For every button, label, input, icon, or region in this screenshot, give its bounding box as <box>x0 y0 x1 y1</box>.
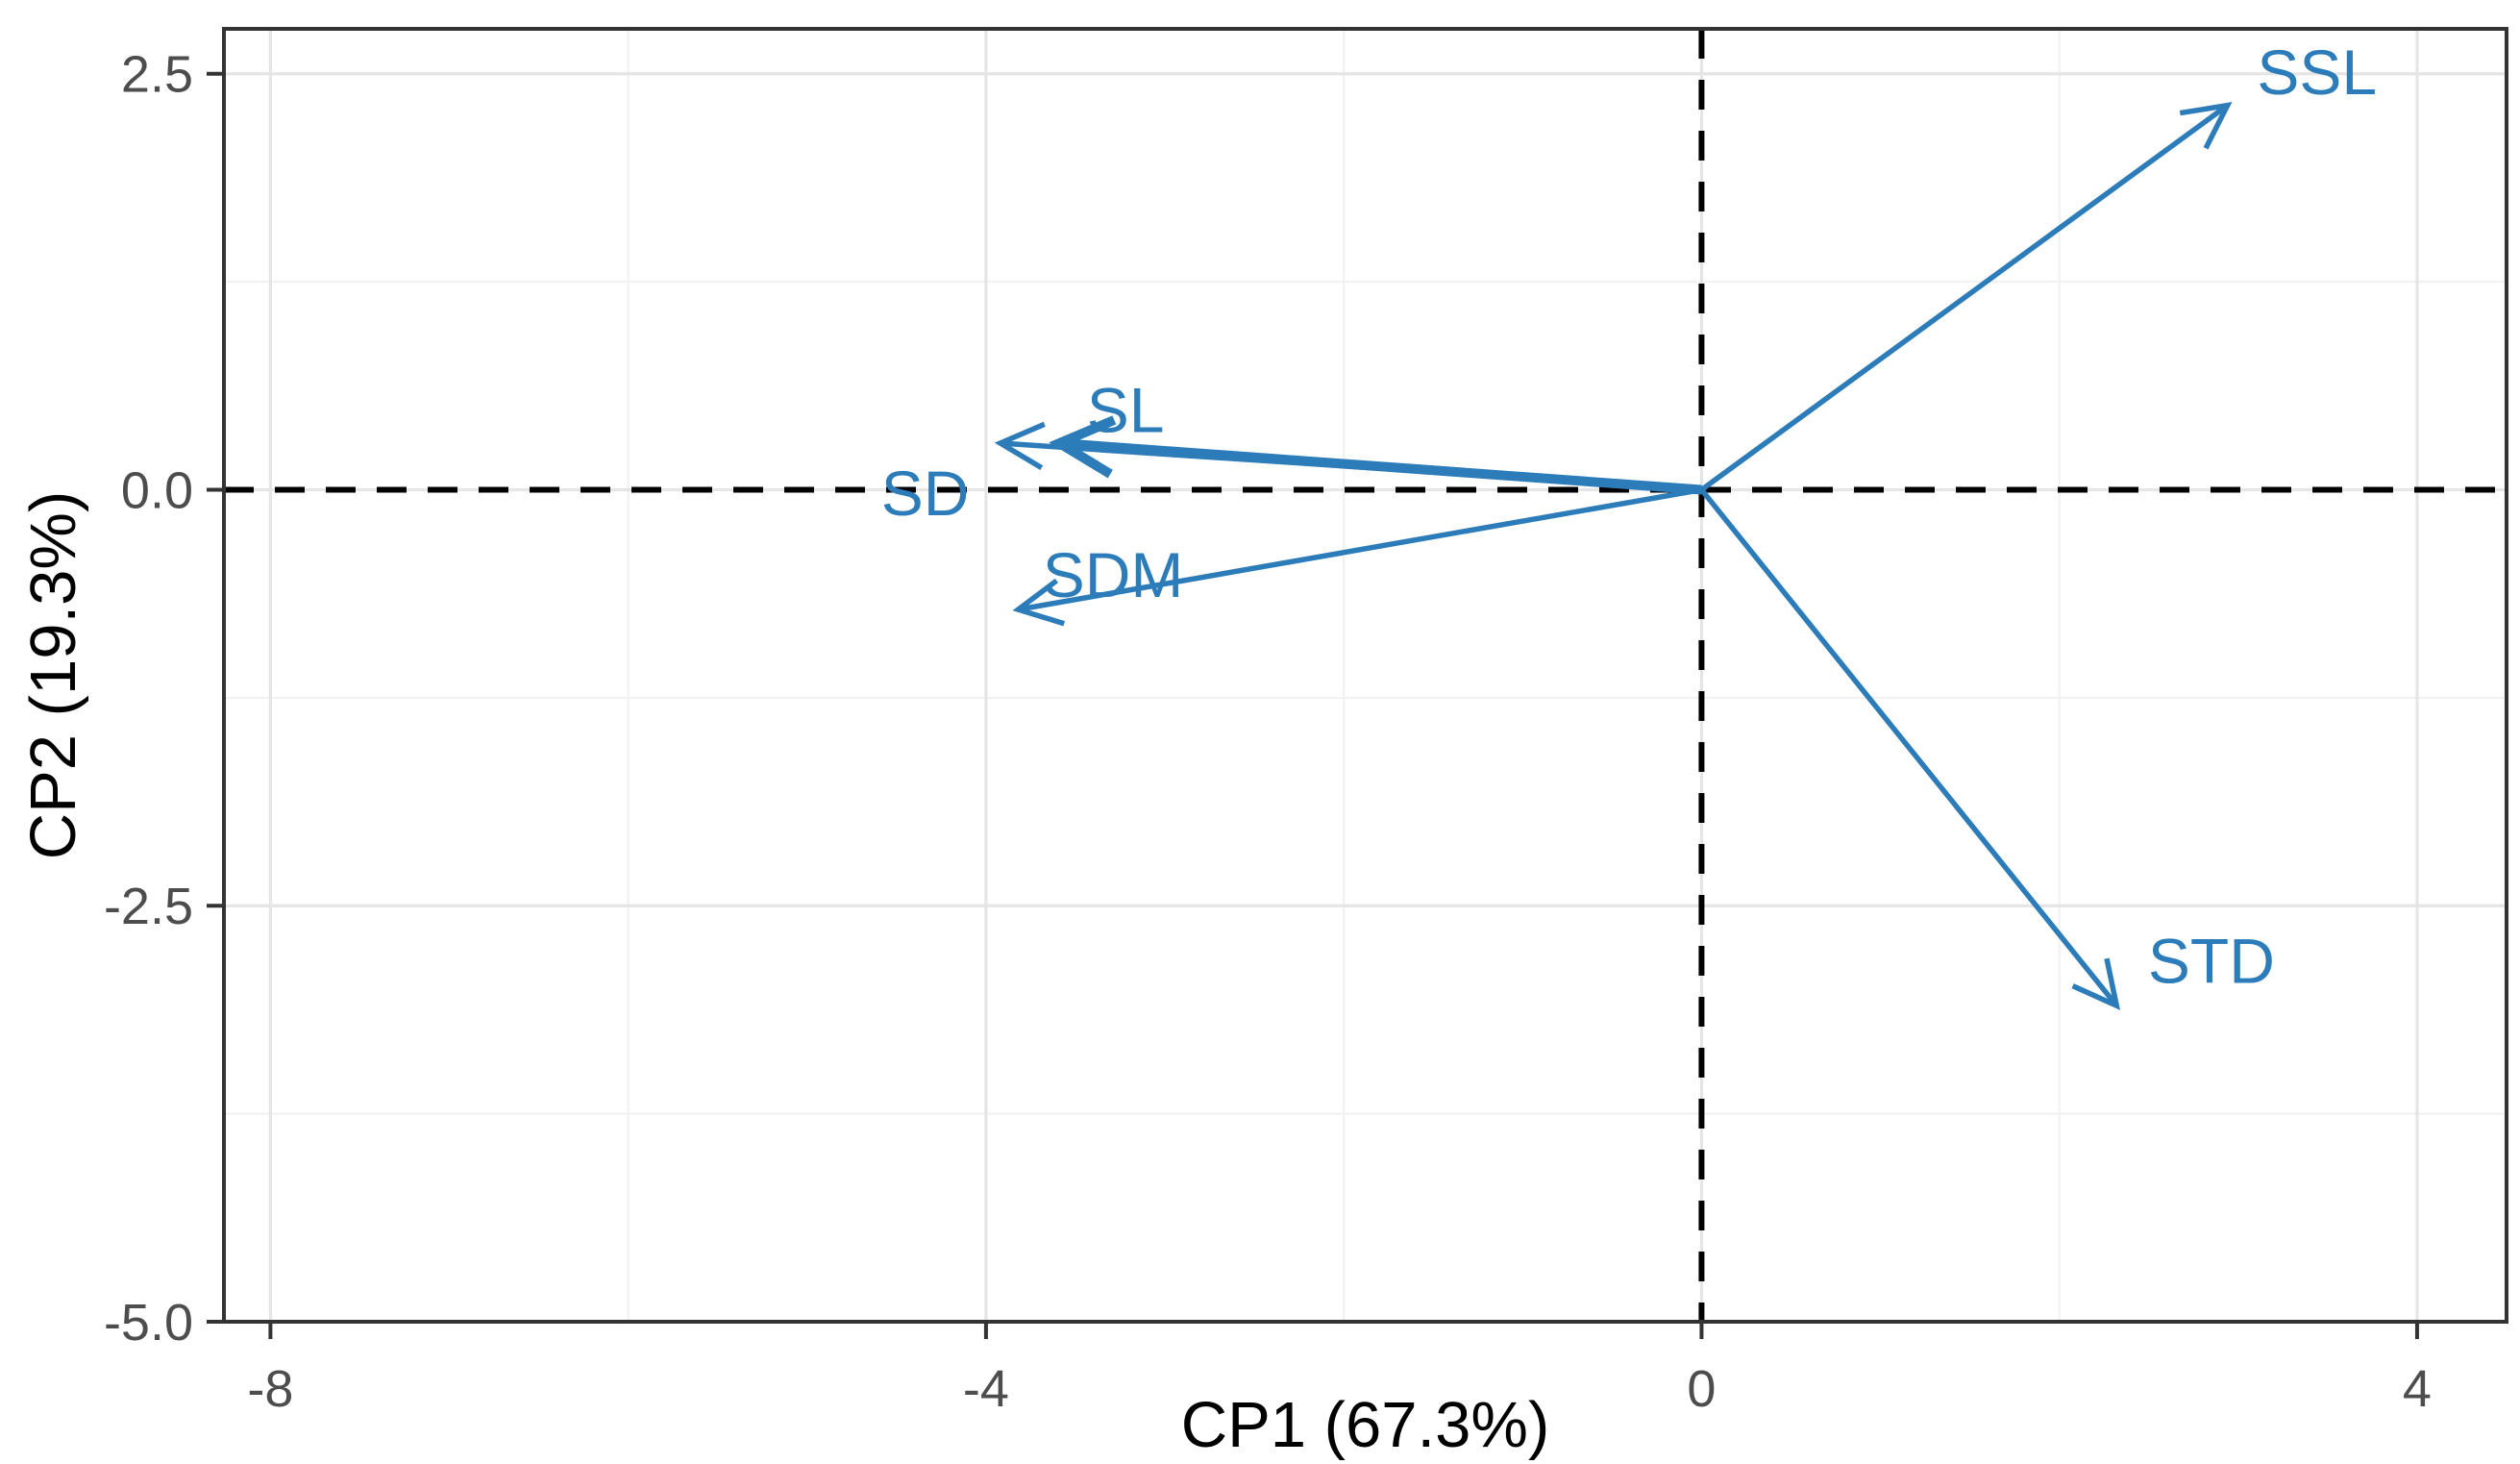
arrow-shaft-STD <box>1699 487 2119 1007</box>
axis-tick-marks <box>207 71 2419 1339</box>
plot-panel-background <box>224 29 2507 1322</box>
arrow-SD <box>994 421 1702 493</box>
axis-tick-labels: -8 -4 0 4 2.5 0.0 -2.5 -5.0 <box>104 46 2432 1418</box>
arrow-shaft-SDM <box>1017 486 1702 612</box>
arrow-label-SL: SL <box>1087 374 1165 445</box>
arrow-label-SD: SD <box>881 458 970 529</box>
arrow-head-SSL <box>2179 102 2233 150</box>
arrow-head-SL <box>1049 415 1117 479</box>
arrow-head-SD <box>994 421 1046 470</box>
arrow-label-STD: STD <box>2148 925 2275 996</box>
arrow-label-SDM: SDM <box>1043 539 1184 610</box>
arrow-SDM <box>1012 486 1702 627</box>
tick-label-y--2.5: -2.5 <box>104 878 193 935</box>
tick-label-y-2.5: 2.5 <box>121 46 193 104</box>
y-axis-title: CP2 (19.3%) <box>17 491 89 860</box>
arrow-STD <box>1699 487 2121 1010</box>
minor-gridlines <box>224 29 2507 1322</box>
arrow-head-STD <box>2071 957 2121 1010</box>
variable-arrows <box>994 102 2233 1010</box>
tick-label-y--5.0: -5.0 <box>104 1294 193 1352</box>
tick-label-x-4: 4 <box>2403 1360 2432 1418</box>
variable-arrow-labels: SSL SL SD SDM STD <box>881 37 2377 996</box>
reference-lines <box>224 29 2507 1322</box>
tick-label-x-0: 0 <box>1687 1360 1716 1418</box>
tick-label-x--8: -8 <box>247 1360 293 1418</box>
arrow-shaft-SSL <box>1699 103 2230 492</box>
x-axis-title: CP1 (67.3%) <box>1181 1389 1550 1461</box>
arrow-label-SSL: SSL <box>2257 37 2377 108</box>
arrow-SSL <box>1699 102 2233 492</box>
plot-panel-border <box>222 27 2508 1324</box>
arrow-shaft-SD <box>1000 440 1702 493</box>
tick-label-x--4: -4 <box>963 1360 1009 1418</box>
tick-label-y-0.0: 0.0 <box>121 461 193 519</box>
arrow-head-SDM <box>1012 578 1066 627</box>
